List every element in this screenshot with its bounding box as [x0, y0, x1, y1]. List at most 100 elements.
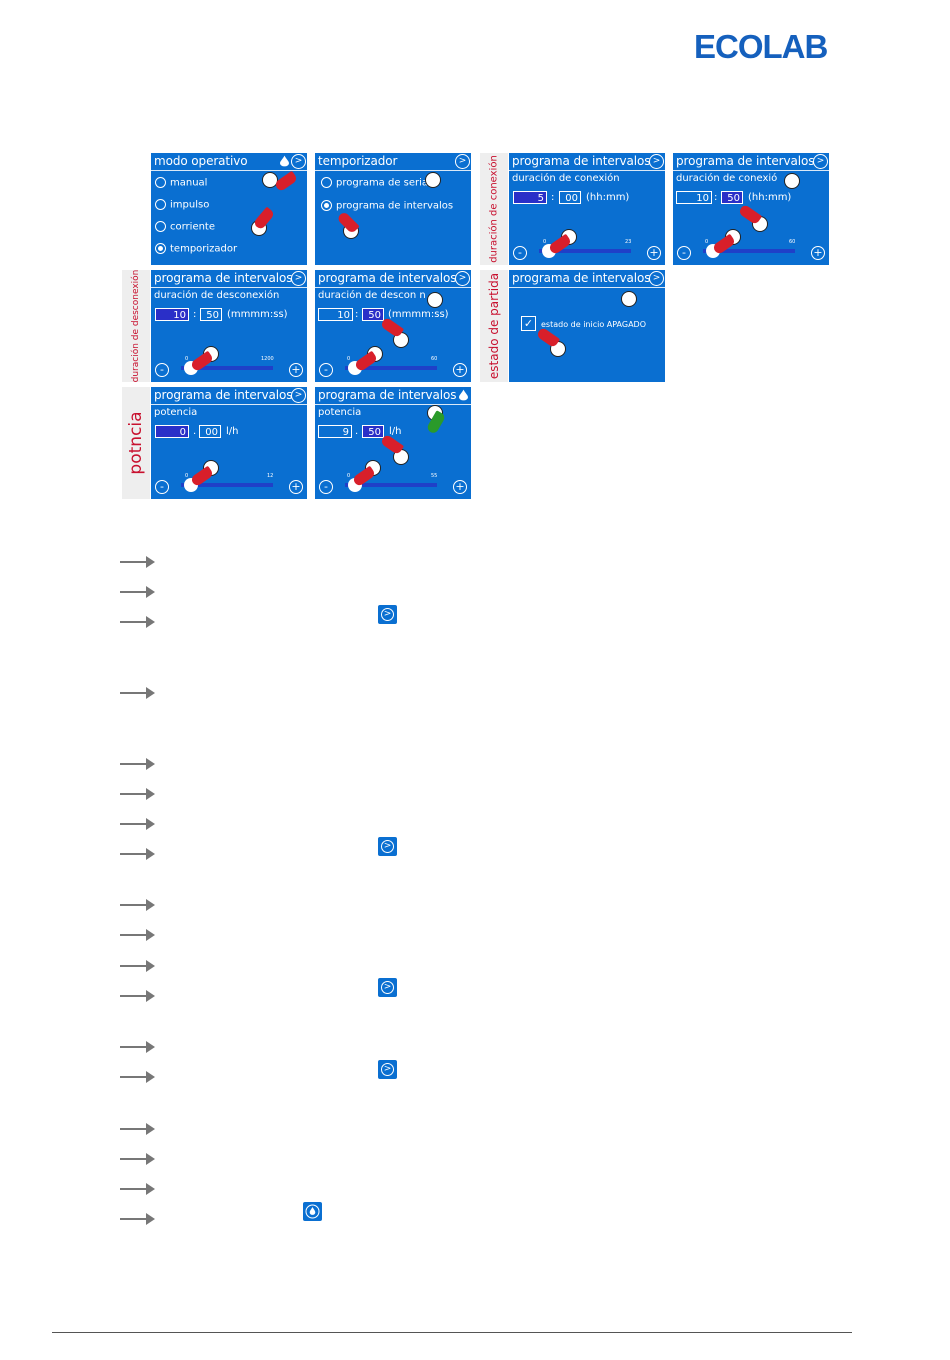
screen-title: modo operativo	[154, 154, 248, 168]
radio-selected-icon	[155, 243, 166, 254]
radio-selected-icon	[321, 200, 332, 211]
screen-title: programa de intervalos	[318, 388, 457, 402]
tick-max: 60	[789, 239, 796, 245]
screen-title: programa de intervalos	[154, 271, 293, 285]
plus-button[interactable]: +	[289, 363, 303, 377]
unit-label: (mmmm:ss)	[227, 309, 288, 320]
separator: :	[355, 309, 359, 320]
seconds-field[interactable]: 50	[200, 308, 222, 321]
minus-button[interactable]: -	[677, 246, 691, 260]
tick-min: 0	[347, 473, 351, 479]
minutes-field[interactable]: 50	[721, 191, 743, 204]
plus-button[interactable]: +	[647, 246, 661, 260]
tick-max: 55	[431, 473, 438, 479]
chevron-right-icon[interactable]: >	[291, 388, 306, 403]
value-slider[interactable]	[181, 483, 273, 487]
screen-subtitle: duración de conexió	[676, 173, 778, 184]
slider-scale: 0 60	[673, 239, 829, 247]
seconds-field[interactable]: 50	[362, 308, 384, 321]
screen-desconexion-b: programa de intervalos > duración de des…	[315, 270, 471, 382]
step-arrow-icon	[120, 987, 156, 1002]
minutes-field[interactable]: 00	[559, 191, 581, 204]
hours-field[interactable]: 10	[676, 191, 712, 204]
next-button-icon: >	[378, 978, 397, 997]
minus-button[interactable]: -	[155, 363, 169, 377]
minus-button[interactable]: -	[319, 480, 333, 494]
side-label-estado: estado de partida	[487, 272, 501, 380]
slider-scale: 0 60	[315, 356, 471, 364]
decimal-field[interactable]: 50	[362, 425, 384, 438]
checkbox-label: estado de inicio APAGADO	[541, 320, 647, 329]
step-arrow-icon	[120, 583, 156, 598]
tick-min: 0	[347, 356, 351, 362]
plus-button[interactable]: +	[453, 480, 467, 494]
side-panel-desconexion	[122, 270, 150, 382]
footer-divider	[52, 1332, 852, 1333]
minus-button[interactable]: -	[155, 480, 169, 494]
chevron-right-icon[interactable]: >	[649, 271, 664, 286]
option-temporizador[interactable]: temporizador	[155, 243, 237, 255]
minutes-field[interactable]: 10	[318, 308, 353, 321]
chevron-right-icon[interactable]: >	[455, 271, 470, 286]
minutes-field[interactable]: 10	[155, 308, 189, 321]
side-label-potencia: potncia	[126, 411, 146, 475]
chevron-right-icon[interactable]: >	[455, 154, 470, 169]
screen-header	[151, 387, 307, 405]
side-panel-estado	[480, 270, 508, 382]
plus-button[interactable]: +	[453, 363, 467, 377]
radio-icon	[155, 199, 166, 210]
drop-icon[interactable]	[280, 155, 289, 167]
drop-icon[interactable]	[459, 389, 468, 401]
plus-button[interactable]: +	[811, 246, 825, 260]
value-slider[interactable]	[539, 249, 631, 253]
hand-pointer-icon	[273, 170, 299, 193]
chevron-right-icon[interactable]: >	[649, 154, 664, 169]
step-arrow-icon	[120, 755, 156, 770]
minus-button[interactable]: -	[319, 363, 333, 377]
step-arrow-icon	[120, 926, 156, 941]
option-programa-serial[interactable]: programa de serial	[321, 177, 431, 189]
option-impulso[interactable]: impulso	[155, 199, 209, 211]
tick-min: 0	[705, 239, 709, 245]
step-arrow-icon	[120, 1210, 156, 1225]
radio-icon	[155, 221, 166, 232]
plus-button[interactable]: +	[289, 480, 303, 494]
decimal-field[interactable]: 00	[199, 425, 221, 438]
whole-field[interactable]: 9	[318, 425, 352, 438]
value-slider[interactable]	[703, 249, 795, 253]
screen-header	[673, 153, 829, 171]
value-slider[interactable]	[181, 366, 273, 370]
step-arrow-icon	[120, 553, 156, 568]
option-corriente[interactable]: corriente	[155, 221, 215, 233]
value-slider[interactable]	[345, 483, 437, 487]
option-programa-intervalos[interactable]: programa de intervalos	[321, 200, 453, 212]
value-slider[interactable]	[345, 366, 437, 370]
option-manual[interactable]: manual	[155, 177, 207, 189]
slider-scale: 0 12	[151, 473, 307, 481]
screen-header	[315, 270, 471, 288]
chevron-right-icon[interactable]: >	[813, 154, 828, 169]
tick-min: 0	[185, 473, 189, 479]
screen-subtitle: duración de conexión	[512, 173, 620, 184]
option-label: corriente	[170, 221, 216, 233]
checkbox-estado-inicio[interactable]: ✓	[521, 316, 536, 331]
step-arrow-icon	[120, 957, 156, 972]
screen-potencia-a: programa de intervalos > potencia 0 . 00…	[151, 387, 307, 499]
minus-button[interactable]: -	[513, 246, 527, 260]
screen-header	[509, 153, 665, 171]
side-panel-conexion	[480, 153, 508, 265]
step-arrow-icon	[120, 1150, 156, 1165]
hours-field[interactable]: 5	[513, 191, 547, 204]
chevron-right-icon[interactable]: >	[291, 271, 306, 286]
tick-max: 12	[267, 473, 274, 479]
chevron-right-icon[interactable]: >	[291, 154, 306, 169]
screen-subtitle: potencia	[154, 407, 198, 418]
slider-scale: 0 55	[315, 473, 471, 481]
step-arrow-icon	[120, 896, 156, 911]
screen-subtitle: duración de desconexión	[154, 290, 280, 301]
separator: .	[355, 426, 359, 437]
step-arrow-icon	[120, 684, 156, 699]
whole-field[interactable]: 0	[155, 425, 189, 438]
side-label-conexion: duración de conexión	[488, 155, 500, 263]
unit-label: l/h	[389, 426, 402, 437]
